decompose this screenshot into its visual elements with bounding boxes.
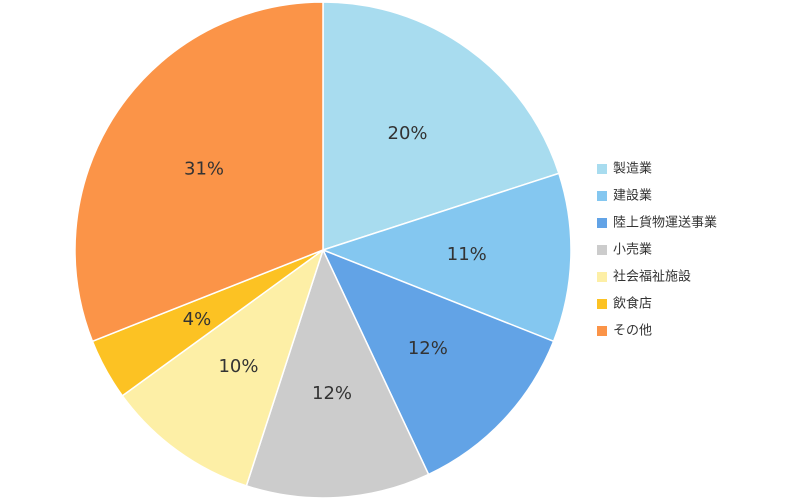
legend-swatch-4 [597,245,607,255]
pie-slice-label-6: 4% [183,309,212,330]
pie-slice-label-1: 20% [388,123,428,144]
pie-slice-3 [322,249,555,476]
legend-item-5: 社会福祉施設 [597,269,691,285]
legend-label-3: 陸上貨物運送事業 [613,215,717,231]
pie-slice-label-2: 11% [447,244,487,265]
pie-slice-2 [322,172,572,343]
legend-item-1: 製造業 [597,161,652,177]
legend-label-1: 製造業 [613,161,652,177]
legend-swatch-5 [597,272,607,282]
legend-label-6: 飲食店 [613,296,652,312]
legend-swatch-1 [597,164,607,174]
legend-item-4: 小売業 [597,242,652,258]
pie-slice-1 [322,1,560,251]
pie-slice-label-5: 10% [218,356,258,377]
legend-swatch-2 [597,191,607,201]
pie-slice-7 [74,1,324,343]
pie-slice-label-3: 12% [408,338,448,359]
pie-slices [74,1,572,499]
legend-item-7: その他 [597,324,652,339]
pie-slice-labels: 20% 11% 12% 12% 10% 4% 31% [183,123,487,404]
pie-slice-label-4: 12% [312,383,352,404]
legend-label-2: 建設業 [613,188,652,204]
legend-swatch-6 [597,299,607,309]
pie-slice-label-7: 31% [184,159,224,180]
legend-swatch-3 [597,218,607,228]
legend-label-5: 社会福祉施設 [613,269,691,285]
legend-label-7: その他 [613,324,652,339]
legend-label-4: 小売業 [613,242,652,258]
legend-item-6: 飲食店 [597,296,652,312]
pie-slice-4 [245,249,430,499]
legend-item-2: 建設業 [597,188,652,204]
legend-swatch-7 [597,326,607,336]
pie-slice-5 [121,249,324,487]
legend-item-3: 陸上貨物運送事業 [597,215,717,231]
